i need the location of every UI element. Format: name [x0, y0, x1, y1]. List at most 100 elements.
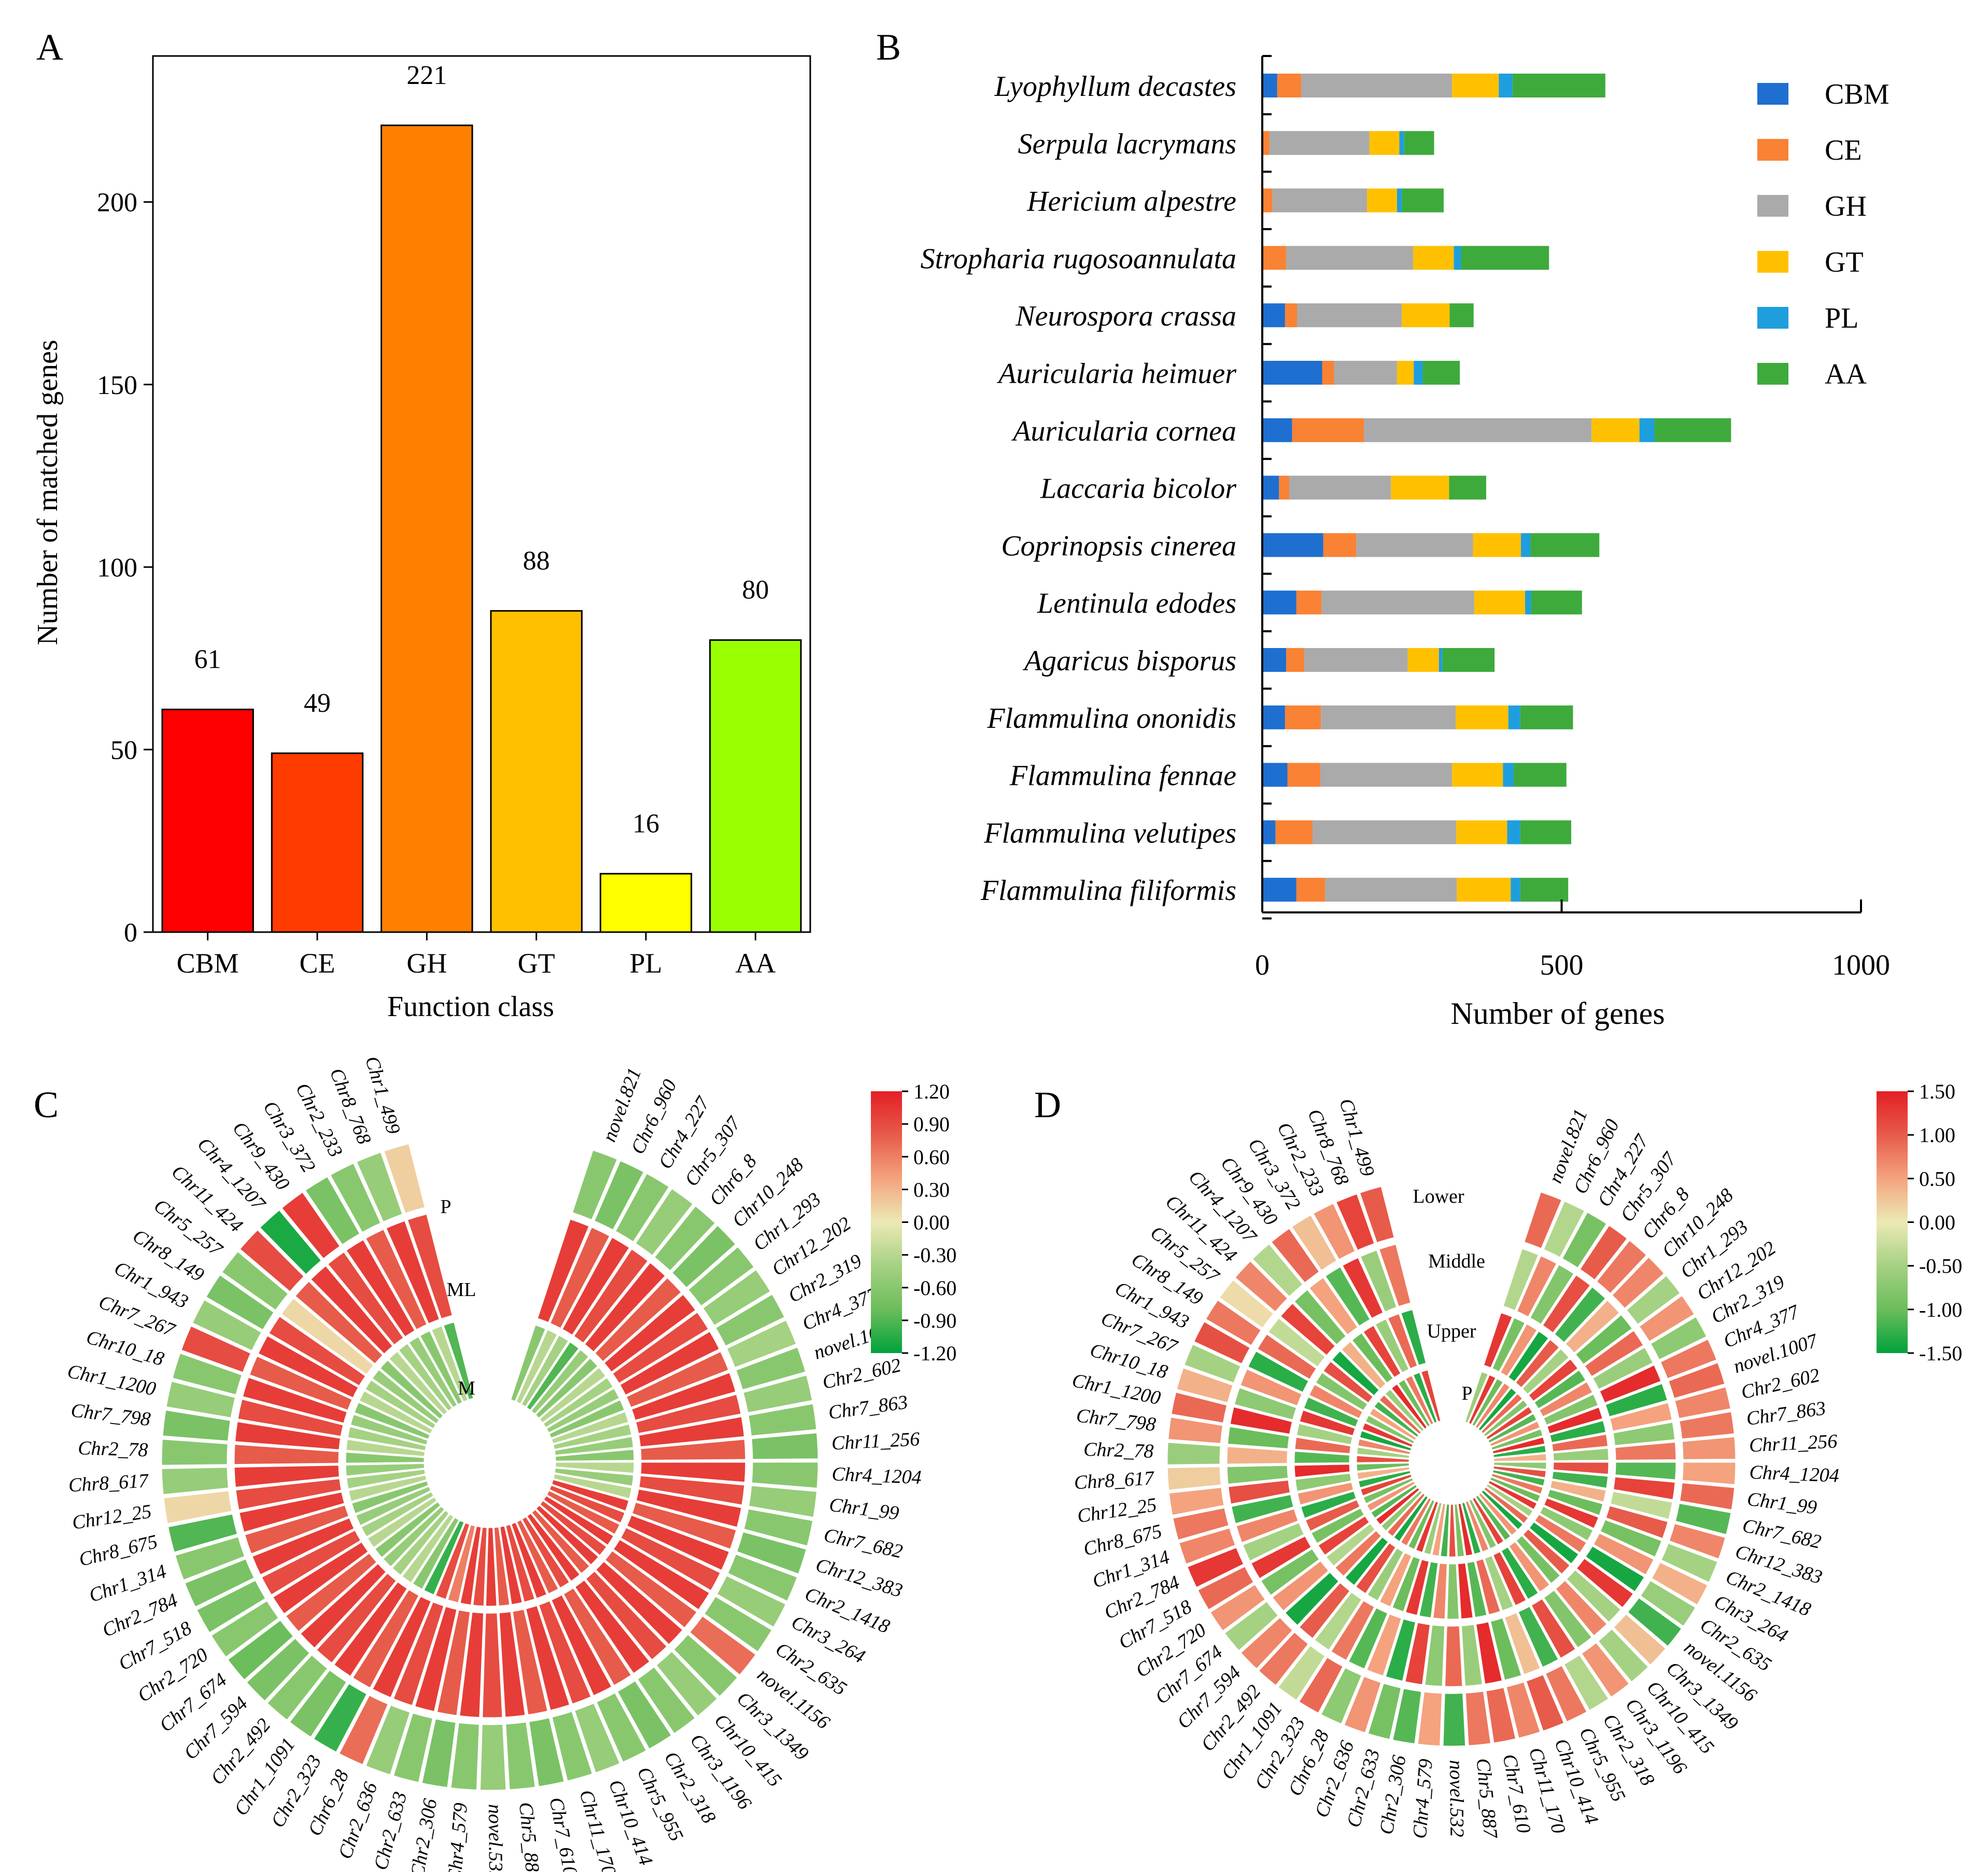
- heat-cell: [347, 1474, 428, 1503]
- heat-cell: [1580, 1641, 1631, 1699]
- heat-cell: [520, 1515, 571, 1590]
- legend-label: CBM: [1825, 78, 1890, 110]
- heat-cell: [226, 1618, 295, 1682]
- bar-segment: [1262, 475, 1279, 500]
- bar-segment: [1262, 820, 1276, 844]
- heat-cell: [183, 1557, 256, 1609]
- heat-cell: [248, 1354, 354, 1412]
- bar-segment: [1407, 648, 1439, 672]
- heat-cell: [365, 1495, 439, 1550]
- heat-cell: [560, 1235, 631, 1337]
- colorbar-tick-label: -1.50: [1919, 1342, 1962, 1365]
- heat-cell: [1516, 1604, 1560, 1669]
- heat-cell: [449, 1721, 481, 1792]
- bar-segment: [1301, 74, 1453, 97]
- heat-cell: [554, 1461, 636, 1475]
- heat-cell: [1538, 1504, 1595, 1543]
- heat-cell: [1295, 1422, 1354, 1446]
- heat-cell: [1229, 1405, 1294, 1436]
- heat-cell: [359, 1490, 435, 1539]
- heat-cell: [1563, 1298, 1622, 1355]
- heat-cell: [312, 1682, 369, 1754]
- bar-segment: [1286, 648, 1304, 672]
- heat-cell: [545, 1489, 622, 1536]
- heat-cell: [1507, 1540, 1552, 1594]
- heat-cell: [407, 1335, 459, 1409]
- heat-cell: [1668, 1522, 1727, 1560]
- heat-cell: [382, 1142, 427, 1215]
- gene-label: Chr5_887: [1472, 1757, 1501, 1840]
- gene-label: Chr1_99: [1746, 1488, 1818, 1518]
- heat-cell: [471, 1526, 488, 1608]
- bar-segment: [1262, 533, 1323, 557]
- heat-cell: [234, 1477, 343, 1512]
- heat-cell: [498, 1610, 527, 1719]
- y-tick-label: 50: [110, 736, 137, 765]
- heat-cell: [241, 1376, 349, 1425]
- bar-segment: [1296, 590, 1322, 615]
- heat-cell: [350, 1479, 430, 1515]
- y-category-label: Flammulina velutipes: [983, 817, 1236, 849]
- heat-cell: [511, 1608, 549, 1716]
- colorbar-tick-label: -0.30: [913, 1244, 956, 1267]
- heat-cell: [1399, 1308, 1428, 1367]
- bar-segment: [1262, 648, 1287, 672]
- heat-cell: [1546, 1488, 1604, 1517]
- heat-cell: [204, 1273, 276, 1332]
- heat-cell: [1533, 1513, 1588, 1555]
- heat-cell: [411, 1516, 461, 1591]
- heat-cell: [1521, 1527, 1572, 1576]
- heat-cell: [1489, 1616, 1523, 1682]
- ring-label: Upper: [1427, 1320, 1476, 1342]
- y-category-label: Lentinula edodes: [1037, 587, 1236, 620]
- heat-cell: [750, 1431, 820, 1461]
- data-label: 16: [632, 809, 659, 838]
- heat-cell: [284, 1551, 378, 1634]
- legend-swatch: [1757, 307, 1788, 329]
- bar-segment: [1503, 763, 1514, 787]
- panel-c-circular-heatmap: MMLPChr1_499Chr8_768Chr2_233Chr3_372Chr9…: [65, 1054, 956, 1872]
- heat-cell: [1233, 1386, 1298, 1421]
- heat-cell: [1304, 1498, 1362, 1533]
- heat-cell: [267, 1315, 368, 1388]
- heat-cell: [634, 1393, 743, 1435]
- heat-cell: [1678, 1410, 1736, 1441]
- heat-cell: [672, 1632, 739, 1698]
- heat-cell: [1596, 1627, 1650, 1684]
- heat-cell: [1609, 1490, 1674, 1521]
- heat-cell: [561, 1586, 633, 1687]
- heat-cell: [639, 1461, 747, 1484]
- bar-segment: [1449, 475, 1486, 500]
- heat-cell: [1314, 1371, 1370, 1412]
- heat-cell: [1598, 1363, 1663, 1404]
- gene-label: Chr7_863: [827, 1391, 909, 1424]
- heat-cell: [686, 1245, 756, 1308]
- bar-segment: [1296, 303, 1402, 328]
- heat-cell: [492, 1526, 511, 1608]
- x-tick-label: 0: [1255, 949, 1270, 981]
- heat-cell: [391, 1600, 445, 1707]
- bar-segment: [1520, 878, 1569, 902]
- heat-cell: [413, 1605, 458, 1713]
- bar-segment: [1520, 533, 1531, 557]
- legend-label: AA: [1825, 358, 1867, 390]
- legend-label: GH: [1825, 190, 1867, 222]
- bar-segment: [1452, 74, 1499, 97]
- heat-cell: [233, 1420, 342, 1451]
- heat-cell: [1530, 1597, 1577, 1660]
- bar-segment: [1322, 361, 1334, 385]
- bar-segment: [1277, 74, 1302, 97]
- heat-cell: [1226, 1479, 1292, 1505]
- y-category-label: Flammulina ononidis: [986, 702, 1236, 735]
- y-category-label: Flammulina filiformis: [980, 875, 1236, 907]
- y-category-label: Neurospora crassa: [1015, 300, 1236, 332]
- heat-cell: [594, 1559, 685, 1646]
- bar-segment: [1654, 418, 1731, 442]
- heat-cell: [1290, 1213, 1338, 1272]
- heat-cell: [265, 1653, 329, 1722]
- panel-a-bar-chart: 61 49 221 88 16 80 0 50 100 150 200 CBM CE GH GT PL AA…: [32, 55, 811, 1023]
- y-category-label: Stropharia rugosoannulata: [921, 243, 1236, 275]
- heat-cell: [1239, 1615, 1294, 1671]
- heat-cell: [326, 1250, 405, 1347]
- legend-swatch: [1757, 195, 1788, 217]
